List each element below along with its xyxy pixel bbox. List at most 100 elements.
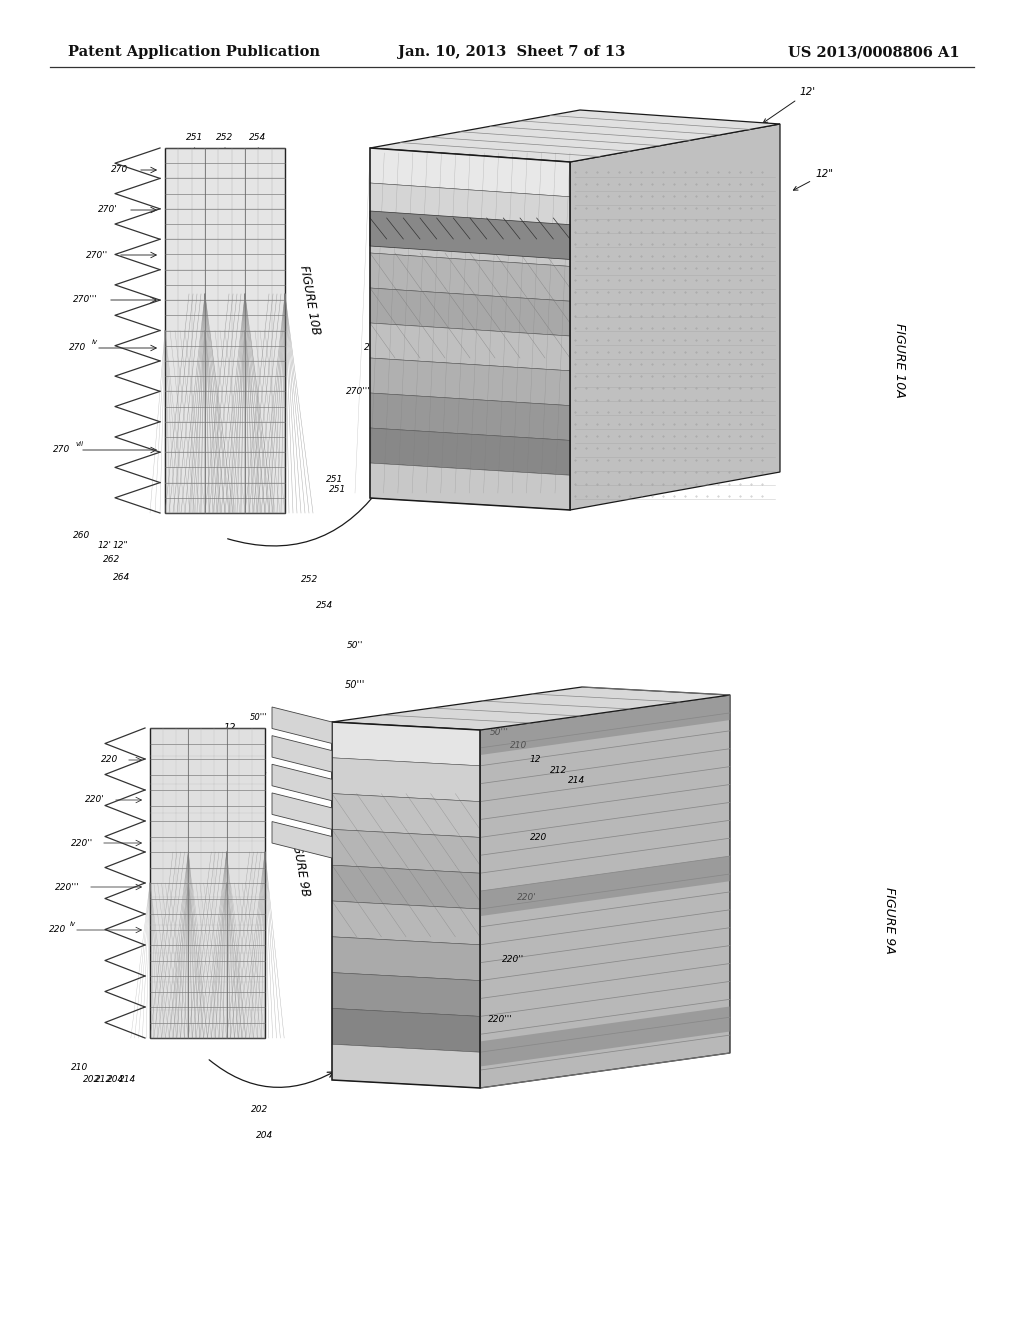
Bar — [191, 453, 205, 483]
Bar — [201, 869, 214, 898]
Polygon shape — [272, 708, 332, 743]
Text: 12": 12" — [794, 169, 833, 190]
Text: 212: 212 — [550, 766, 567, 775]
Bar — [240, 841, 252, 869]
Bar — [240, 729, 252, 756]
Text: 12": 12" — [113, 540, 128, 549]
Bar — [240, 869, 252, 898]
Bar — [231, 391, 245, 422]
Bar — [205, 483, 218, 513]
Bar — [231, 422, 245, 453]
Text: 254: 254 — [250, 133, 266, 504]
Bar — [178, 330, 191, 360]
Text: 220': 220' — [85, 796, 105, 804]
Bar — [271, 453, 285, 483]
Text: 270: 270 — [374, 210, 390, 219]
Bar — [201, 813, 214, 841]
Bar — [218, 239, 231, 269]
Bar — [271, 178, 285, 209]
Bar — [214, 729, 226, 756]
Bar — [218, 148, 231, 178]
Text: 202: 202 — [83, 1076, 100, 1085]
Bar — [163, 898, 175, 925]
Text: 251: 251 — [327, 475, 344, 484]
Text: 270': 270' — [98, 206, 118, 214]
Bar — [231, 239, 245, 269]
Bar — [201, 982, 214, 1010]
Bar — [231, 330, 245, 360]
Bar — [214, 784, 226, 813]
Bar — [165, 391, 178, 422]
Bar — [252, 756, 265, 784]
Bar — [165, 148, 178, 178]
Bar — [218, 269, 231, 300]
Bar — [214, 813, 226, 841]
Bar — [231, 148, 245, 178]
Bar — [191, 209, 205, 239]
Text: 264: 264 — [114, 573, 131, 582]
Bar — [271, 422, 285, 453]
Bar — [240, 953, 252, 982]
Bar — [245, 453, 258, 483]
Text: 12: 12 — [530, 755, 542, 764]
Text: 214: 214 — [568, 776, 586, 785]
Text: FIGURE 9B: FIGURE 9B — [288, 833, 312, 898]
Polygon shape — [570, 124, 780, 510]
Bar — [178, 300, 191, 330]
Text: 270': 270' — [380, 298, 400, 308]
Bar — [214, 869, 226, 898]
Bar — [191, 483, 205, 513]
Polygon shape — [272, 735, 332, 772]
Text: iv: iv — [92, 339, 98, 345]
Polygon shape — [332, 902, 480, 945]
Text: 270'': 270'' — [86, 251, 108, 260]
Bar — [191, 330, 205, 360]
Bar — [188, 898, 201, 925]
Bar — [214, 1010, 226, 1038]
Polygon shape — [480, 857, 730, 916]
Bar — [252, 841, 265, 869]
Bar — [188, 1010, 201, 1038]
Text: 210: 210 — [72, 1064, 89, 1072]
Bar — [218, 209, 231, 239]
Bar — [245, 178, 258, 209]
Bar — [258, 360, 271, 391]
Polygon shape — [332, 1044, 480, 1088]
Bar — [218, 391, 231, 422]
Bar — [201, 953, 214, 982]
Bar — [226, 898, 240, 925]
Bar — [165, 422, 178, 453]
Bar — [150, 869, 163, 898]
Bar — [178, 269, 191, 300]
Bar — [175, 784, 188, 813]
Bar — [205, 360, 218, 391]
Bar — [163, 841, 175, 869]
Bar — [205, 391, 218, 422]
Bar — [205, 330, 218, 360]
Bar — [271, 269, 285, 300]
Bar — [150, 925, 163, 953]
Text: 12: 12 — [256, 771, 267, 780]
Bar — [231, 483, 245, 513]
Bar — [178, 483, 191, 513]
Bar — [271, 483, 285, 513]
Bar — [226, 813, 240, 841]
Bar — [165, 239, 178, 269]
Text: 204: 204 — [256, 1130, 273, 1139]
Polygon shape — [370, 183, 570, 231]
Bar — [175, 982, 188, 1010]
Text: 251: 251 — [183, 133, 204, 504]
Bar — [218, 422, 231, 453]
Bar — [245, 269, 258, 300]
Bar — [258, 422, 271, 453]
Bar — [175, 1010, 188, 1038]
Bar — [258, 300, 271, 330]
Bar — [178, 239, 191, 269]
Bar — [175, 953, 188, 982]
Bar — [226, 982, 240, 1010]
Bar — [218, 453, 231, 483]
Bar — [240, 925, 252, 953]
Polygon shape — [370, 463, 570, 510]
Text: 270'': 270'' — [364, 343, 386, 352]
Polygon shape — [272, 793, 332, 829]
